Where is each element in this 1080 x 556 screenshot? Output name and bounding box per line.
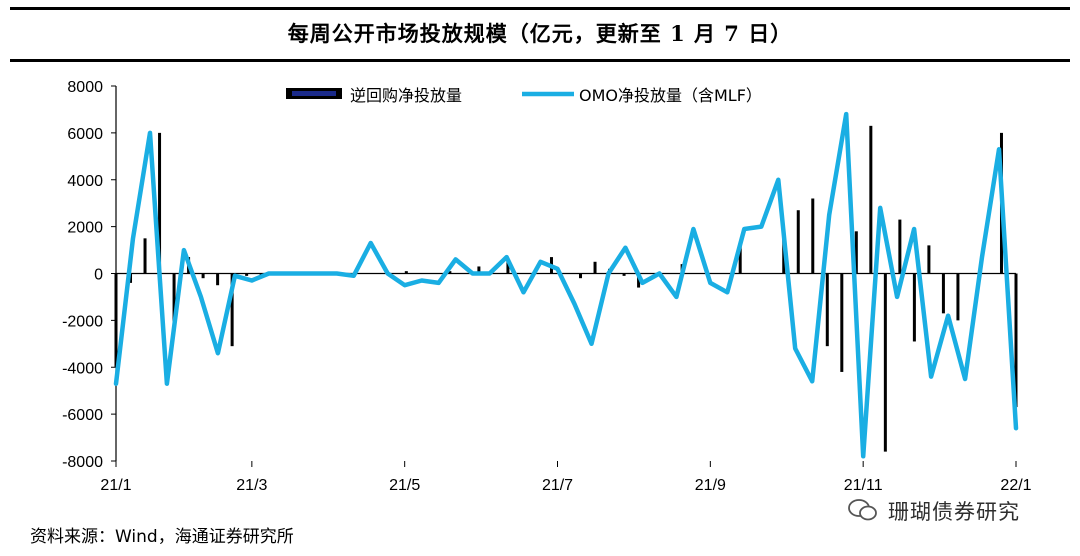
bar — [448, 271, 452, 274]
bar — [927, 245, 931, 274]
bar — [811, 198, 815, 274]
x-tick-label: 21/3 — [236, 477, 267, 494]
bar — [637, 273, 641, 288]
y-tick-label: 2000 — [67, 220, 103, 237]
bar — [825, 273, 829, 347]
bar — [593, 261, 597, 274]
bar — [158, 132, 162, 274]
bar — [579, 273, 583, 279]
chart-title: 每周公开市场投放规模（亿元，更新至 1 月 7 日） — [287, 21, 793, 46]
legend-swatch-bar-inner — [292, 91, 336, 96]
bar — [622, 273, 626, 276]
y-tick-label: -8000 — [62, 454, 103, 471]
x-tick-label: 21/1 — [100, 477, 131, 494]
watermark-text: 珊瑚债券研究 — [888, 500, 1020, 524]
bar — [796, 210, 800, 274]
bar — [869, 125, 873, 274]
bar — [898, 219, 902, 274]
bar — [912, 273, 916, 342]
legend-label-line: OMO净投放量（含MLF） — [579, 86, 762, 105]
top-rule — [10, 7, 1070, 10]
title-underline — [10, 59, 1070, 62]
x-tick-label: 21/9 — [695, 477, 726, 494]
bar — [114, 273, 118, 368]
bar — [216, 273, 220, 286]
bar — [956, 273, 960, 321]
bar — [506, 259, 510, 274]
bar — [143, 238, 147, 274]
y-tick-label: -6000 — [62, 407, 103, 424]
bar — [201, 273, 205, 279]
y-tick-label: 6000 — [67, 126, 103, 143]
bar — [1014, 273, 1018, 408]
source-note: 资料来源：Wind，海通证券研究所 — [30, 527, 294, 547]
bar — [477, 266, 481, 274]
y-tick-label: -2000 — [62, 313, 103, 330]
bar — [883, 273, 887, 452]
bar — [854, 231, 858, 274]
bar — [245, 273, 249, 276]
series-line-omo — [113, 111, 1019, 459]
bar — [738, 243, 742, 274]
bar — [941, 273, 945, 314]
bar — [172, 273, 176, 328]
y-tick-label: 8000 — [67, 79, 103, 96]
bar — [404, 271, 408, 274]
y-tick-label: 4000 — [67, 173, 103, 190]
x-tick-label: 21/5 — [389, 477, 420, 494]
y-tick-label: -4000 — [62, 360, 103, 377]
y-tick-label: 0 — [94, 267, 103, 284]
legend-label-bar: 逆回购净投放量 — [350, 86, 462, 105]
wechat-logo-icon — [848, 499, 877, 521]
x-tick-label: 22/1 — [1000, 477, 1031, 494]
x-tick-label: 21/11 — [844, 477, 883, 494]
bar — [230, 273, 234, 347]
x-tick-label: 21/7 — [542, 477, 573, 494]
bar — [840, 273, 844, 372]
